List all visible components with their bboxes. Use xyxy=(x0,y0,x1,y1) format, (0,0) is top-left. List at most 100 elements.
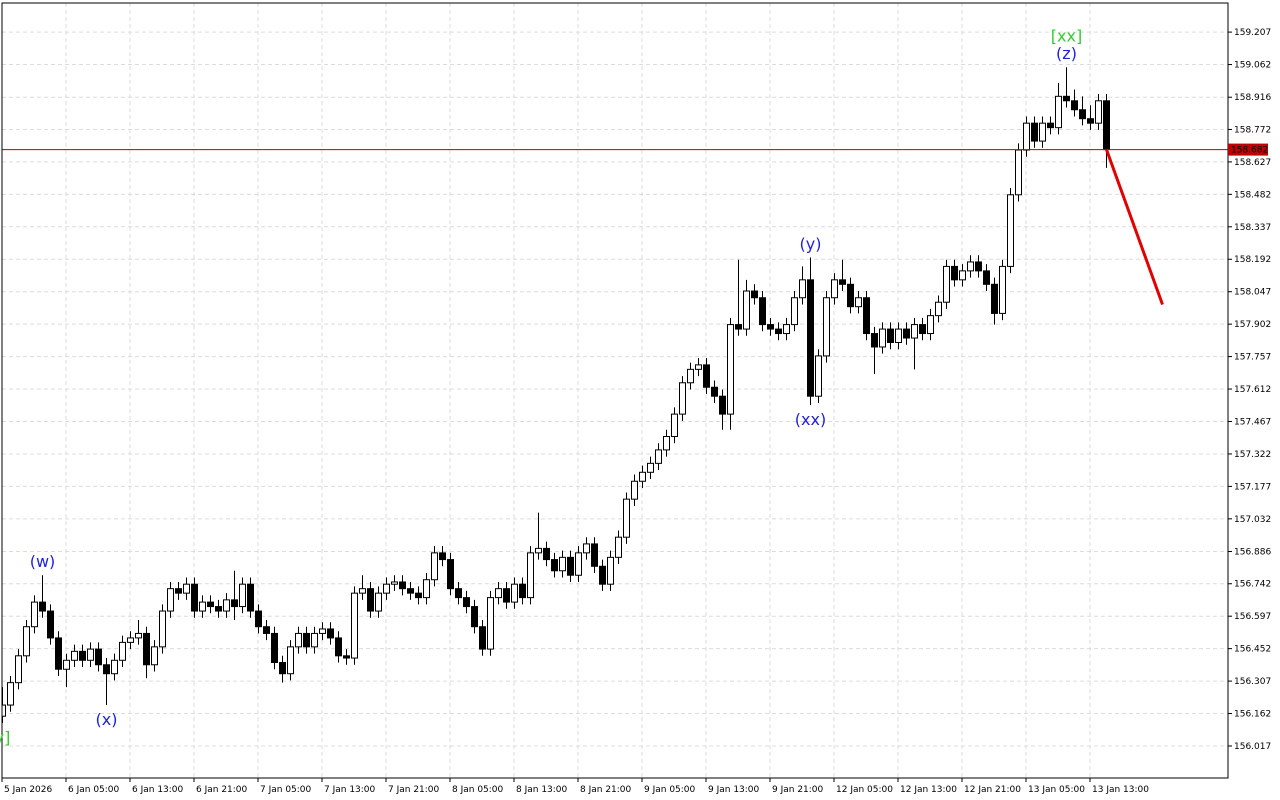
candle-body xyxy=(79,650,86,661)
wave-label: (y) xyxy=(800,234,822,253)
wave-label: (x) xyxy=(96,710,118,729)
candle-body xyxy=(351,592,358,659)
candle-body xyxy=(279,662,286,675)
candle-body xyxy=(991,283,998,314)
candle-body xyxy=(823,297,830,357)
candle-body xyxy=(615,536,622,558)
candle-body xyxy=(103,664,110,675)
candle-body xyxy=(527,552,534,599)
candle-body xyxy=(967,261,974,272)
candle-body xyxy=(1071,100,1078,111)
x-tick-label: 7 Jan 05:00 xyxy=(260,785,312,795)
y-tick-label: 157.612 xyxy=(1234,385,1271,395)
wave-label: (w) xyxy=(30,552,56,571)
candle-body xyxy=(783,324,790,335)
candle-body xyxy=(767,324,774,330)
candle-body xyxy=(367,588,374,612)
x-tick-label: 8 Jan 05:00 xyxy=(452,785,504,795)
candle-body xyxy=(327,628,334,639)
candle-body xyxy=(983,270,990,285)
y-tick-label: 156.162 xyxy=(1234,710,1271,720)
y-tick-label: 156.597 xyxy=(1234,612,1271,622)
candle-body xyxy=(599,565,606,585)
candle-body xyxy=(479,626,486,650)
candle-body xyxy=(359,588,366,594)
x-tick-label: 8 Jan 21:00 xyxy=(580,785,632,795)
candle-body xyxy=(751,290,758,299)
candle-body xyxy=(15,655,22,684)
candle-body xyxy=(863,297,870,335)
candle-body xyxy=(999,265,1006,314)
candle-body xyxy=(7,682,14,706)
candle-body xyxy=(255,610,262,628)
x-tick-label: 12 Jan 05:00 xyxy=(836,785,893,795)
candle-body xyxy=(799,279,806,299)
candle-body xyxy=(559,556,566,572)
x-tick-label: 8 Jan 13:00 xyxy=(516,785,568,795)
candle-body xyxy=(191,583,198,612)
candle-body xyxy=(943,265,950,303)
y-tick-label: 158.047 xyxy=(1234,288,1271,298)
candle-body xyxy=(231,599,238,608)
candle-body xyxy=(463,597,470,608)
candle-body xyxy=(719,395,726,415)
y-tick-label: 158.916 xyxy=(1234,93,1271,103)
candle-body xyxy=(63,659,70,670)
candle-body xyxy=(319,628,326,634)
y-tick-label: 157.757 xyxy=(1234,353,1271,363)
y-tick-label: 158.482 xyxy=(1234,190,1271,200)
candle-body xyxy=(1007,194,1014,267)
candle-body xyxy=(663,435,670,451)
candle-body xyxy=(727,324,734,415)
candle-body xyxy=(695,364,702,370)
y-tick-label: 156.742 xyxy=(1234,580,1271,590)
candle-body xyxy=(167,588,174,612)
plot-frame xyxy=(1,2,1229,779)
y-tick-label: 156.886 xyxy=(1234,548,1271,558)
candle-body xyxy=(759,297,766,326)
candle-body xyxy=(375,592,382,612)
candle-body xyxy=(911,324,918,339)
candle-body xyxy=(31,601,38,628)
y-tick-label: 158.772 xyxy=(1234,125,1271,135)
candle-body xyxy=(207,601,214,608)
forecast-line xyxy=(1105,149,1164,305)
candle-body xyxy=(55,637,62,670)
candle-body xyxy=(87,648,94,661)
candle-body xyxy=(687,368,694,384)
x-tick-label: 12 Jan 13:00 xyxy=(900,785,957,795)
candle-body xyxy=(887,328,894,343)
candle-body xyxy=(383,583,390,594)
candle-body xyxy=(703,364,710,388)
x-tick-label: 5 Jan 2026 xyxy=(4,785,52,795)
candle-body xyxy=(1031,122,1038,142)
y-tick-label: 158.627 xyxy=(1234,158,1271,168)
y-tick-label: 159.207 xyxy=(1234,28,1271,38)
candle-body xyxy=(551,559,558,572)
candle-body xyxy=(1015,149,1022,196)
candle-body xyxy=(1047,122,1054,129)
candle-body xyxy=(607,556,614,585)
wave-label: (xx) xyxy=(795,410,826,429)
candle-body xyxy=(511,583,518,603)
candle-body xyxy=(775,328,782,335)
candle-body xyxy=(95,648,102,666)
candle-body xyxy=(311,632,318,648)
candle-body xyxy=(743,290,750,330)
y-tick-label: 157.177 xyxy=(1234,482,1271,492)
candle-body xyxy=(871,333,878,348)
candle-body xyxy=(535,547,542,554)
candle-body xyxy=(927,315,934,335)
candle-body xyxy=(1095,100,1102,124)
candle-body xyxy=(855,297,862,308)
candle-body xyxy=(919,324,926,335)
candle-body xyxy=(239,583,246,608)
candle-body xyxy=(143,632,150,666)
x-tick-label: 7 Jan 21:00 xyxy=(388,785,440,795)
y-tick-label: 156.307 xyxy=(1234,677,1271,687)
candle-body xyxy=(135,632,142,639)
candle-body xyxy=(1103,100,1110,151)
candle-body xyxy=(831,279,838,299)
candle-body xyxy=(223,599,230,612)
